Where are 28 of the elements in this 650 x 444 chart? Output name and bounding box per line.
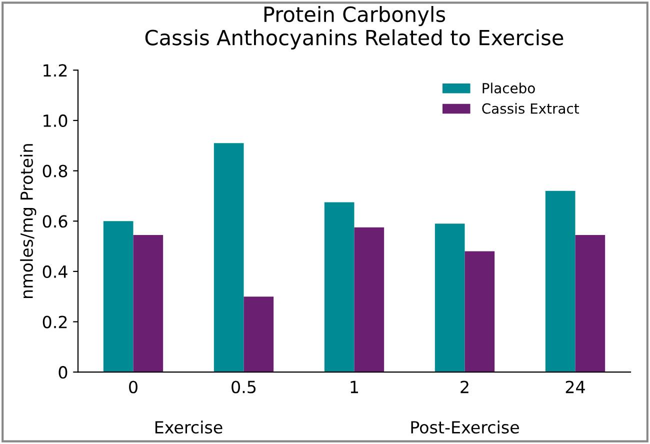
x-tick-label: 2 bbox=[460, 380, 468, 394]
bar bbox=[434, 224, 465, 372]
bar bbox=[575, 234, 606, 372]
y-tick-label: 0.8 bbox=[42, 164, 68, 178]
bar bbox=[133, 234, 164, 372]
bar bbox=[324, 202, 354, 372]
y-axis-title: nmoles/mg Protein bbox=[20, 144, 36, 298]
y-tick-label: 1.2 bbox=[44, 64, 67, 76]
bar bbox=[244, 296, 274, 372]
bar bbox=[464, 251, 495, 372]
y-tick-label: 0.2 bbox=[42, 316, 67, 328]
y-tick-label: 0 bbox=[58, 366, 68, 379]
bar bbox=[214, 143, 244, 372]
text: Exercise bbox=[155, 420, 222, 434]
y-tick-label: 0.4 bbox=[42, 265, 68, 278]
x-tick-label: 24 bbox=[566, 380, 585, 394]
y-tick-label: 0.6 bbox=[42, 215, 68, 228]
x-tick-label: 1 bbox=[350, 380, 358, 394]
x-tick-label: 0 bbox=[129, 380, 138, 394]
bar bbox=[545, 190, 576, 372]
x-tick-label: 0.5 bbox=[232, 380, 256, 394]
legend-label: Cassis Extract bbox=[482, 103, 579, 114]
text: Post-Exercise bbox=[411, 420, 519, 434]
bar bbox=[354, 227, 384, 372]
legend-label: Placebo bbox=[482, 82, 535, 94]
y-tick-label: 1.0 bbox=[44, 114, 68, 128]
chart-title: Protein Carbonyls Cassis Anthocyanins Related to Exercise bbox=[145, 6, 564, 50]
bar bbox=[103, 221, 134, 372]
